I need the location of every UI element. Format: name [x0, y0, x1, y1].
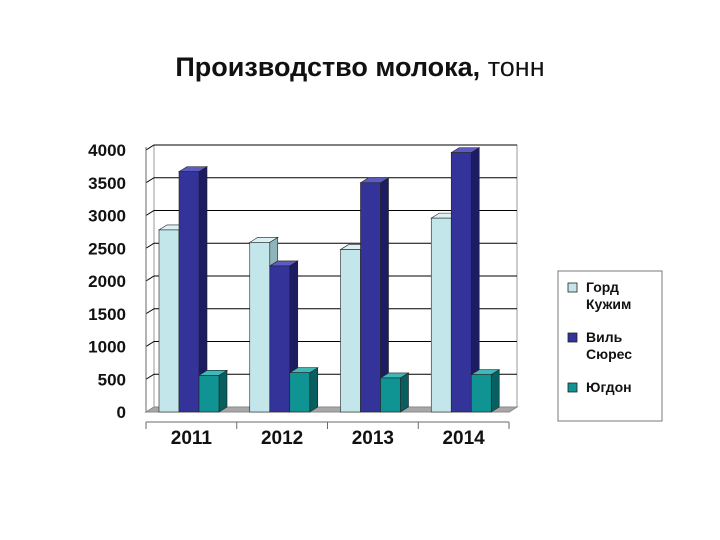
bar-front: [430, 217, 452, 413]
y-tick-label: 2000: [88, 272, 126, 291]
y-tick-label: 3000: [88, 207, 126, 226]
gridline: [145, 242, 517, 249]
bar: [177, 166, 209, 413]
y-tick-label: 4000: [88, 141, 126, 160]
y-axis-tick-labels: 0 500 1000 1500 2000 2500 3000 3500 4000: [88, 141, 126, 422]
legend-label: Виль Сюрес: [586, 329, 632, 362]
bar: [470, 369, 501, 413]
gridline: [145, 177, 517, 184]
x-category-label: 2011: [171, 428, 213, 449]
chart-title: Производство молока, тонн: [0, 52, 720, 83]
bar-front: [360, 182, 381, 413]
gridline: [145, 210, 517, 216]
gridlines: [145, 144, 517, 380]
chart-title-main: Производство молока,: [175, 52, 481, 82]
bar-front: [450, 152, 472, 413]
bar-side: [490, 369, 500, 413]
bar-front: [158, 229, 180, 413]
bar-side: [218, 369, 228, 413]
chart-title-unit: тонн: [487, 52, 545, 82]
legend: Горд Кужим Виль Сюрес Югдон: [557, 270, 663, 422]
y-tick-label: 0: [117, 403, 126, 422]
bar-front: [470, 374, 492, 413]
y-tick-label: 1000: [88, 338, 126, 357]
legend-label: Югдон: [586, 379, 632, 395]
bar-side: [309, 367, 319, 413]
x-axis-category-labels: 2011 2012 2013 2014: [171, 428, 485, 449]
gridline: [145, 308, 517, 315]
bar-side: [400, 372, 409, 413]
legend-swatch: [567, 382, 578, 393]
bar-front: [249, 242, 271, 413]
y-tick-label: 3500: [88, 174, 126, 193]
gridline: [145, 341, 517, 347]
bar: [197, 369, 229, 413]
bar: [450, 147, 481, 413]
bar: [379, 372, 410, 413]
bar-front: [269, 265, 291, 413]
bar-front: [198, 375, 220, 413]
bar-front: [289, 372, 311, 413]
gridline: [145, 144, 517, 151]
bar: [288, 367, 319, 413]
x-category-label: 2012: [261, 428, 303, 449]
y-tick-label: 1500: [88, 305, 126, 324]
y-tick-label: 2500: [88, 239, 126, 258]
legend-swatch: [567, 332, 578, 343]
axes: [145, 147, 510, 429]
bar-front: [340, 249, 361, 413]
legend-swatch: [567, 282, 578, 293]
legend-box: [557, 270, 663, 422]
gridline: [145, 275, 517, 282]
bar-front: [178, 171, 200, 413]
legend-label: Горд Кужим: [586, 279, 631, 312]
bar: [359, 177, 390, 413]
bars: [157, 147, 501, 413]
x-category-label: 2014: [442, 428, 485, 449]
y-tick-label: 500: [98, 370, 126, 389]
x-category-label: 2013: [352, 428, 394, 449]
bar-front: [380, 377, 401, 413]
